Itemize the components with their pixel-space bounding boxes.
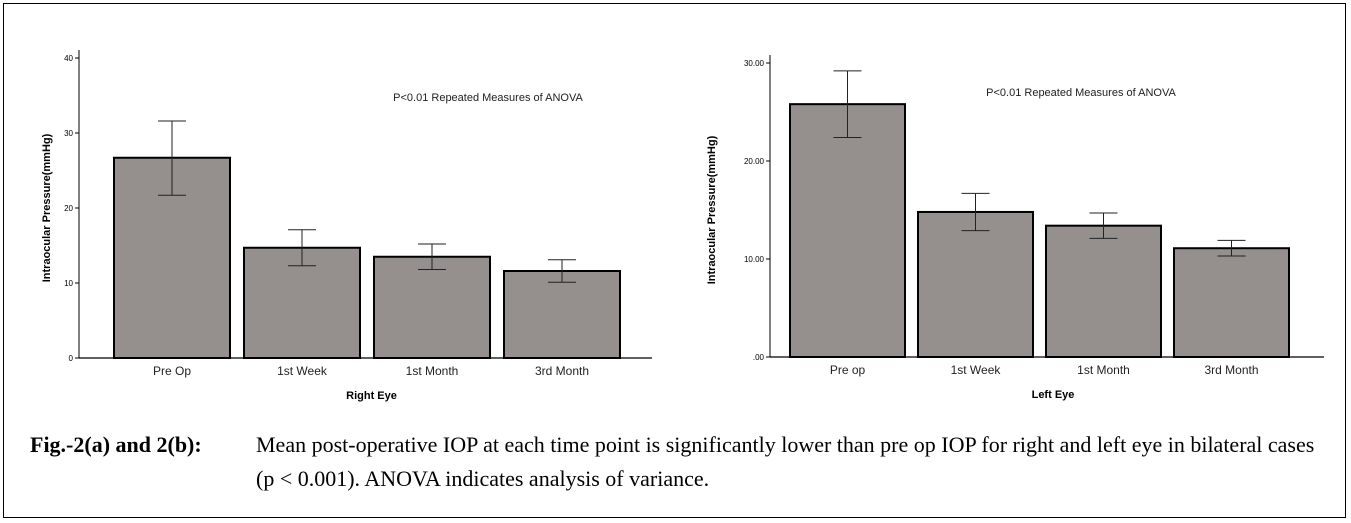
- y-tick-label: 20: [64, 204, 73, 213]
- anova-annotation-left: P<0.01 Repeated Measures of ANOVA: [986, 87, 1176, 99]
- y-tick-label: .00: [753, 353, 765, 362]
- anova-annotation-right: P<0.01 Repeated Measures of ANOVA: [393, 92, 583, 104]
- bar: [1045, 224, 1162, 358]
- x-tick-label: 3rd Month: [535, 364, 589, 378]
- bar: [789, 103, 906, 358]
- y-tick-label: 30: [64, 129, 73, 138]
- x-tick-label: Pre Op: [153, 364, 191, 378]
- y-tick-label: 0: [69, 354, 74, 363]
- x-axis-title-right: Right Eye: [346, 390, 397, 402]
- y-axis-title-right: Intraocular Pressure(mmHg): [41, 133, 53, 282]
- y-tick-label: 10.00: [744, 255, 765, 264]
- y-tick-label: 40: [64, 54, 73, 63]
- y-tick-label: 30.00: [744, 59, 765, 68]
- caption-text: Mean post-operative IOP at each time poi…: [256, 432, 1315, 491]
- x-tick-label: 3rd Month: [1204, 363, 1258, 377]
- bar: [917, 210, 1034, 358]
- y-axis-title-left: Intraocular Pressure(mmHg): [706, 135, 718, 284]
- x-tick-label: 1st Month: [406, 364, 459, 378]
- bar: [373, 255, 491, 359]
- x-axis-title-left: Left Eye: [1032, 389, 1075, 401]
- bar: [503, 270, 621, 359]
- x-tick-label: 1st Month: [1077, 363, 1130, 377]
- figure-caption: Fig.-2(a) and 2(b): Mean post-operative …: [30, 428, 1330, 496]
- y-tick-label: 20.00: [744, 157, 765, 166]
- x-tick-label: Pre op: [830, 363, 866, 377]
- caption-label: Fig.-2(a) and 2(b):: [30, 432, 202, 457]
- bar: [1173, 247, 1290, 358]
- y-tick-label: 10: [64, 279, 73, 288]
- x-tick-label: 1st Week: [277, 364, 328, 378]
- x-tick-label: 1st Week: [951, 363, 1002, 377]
